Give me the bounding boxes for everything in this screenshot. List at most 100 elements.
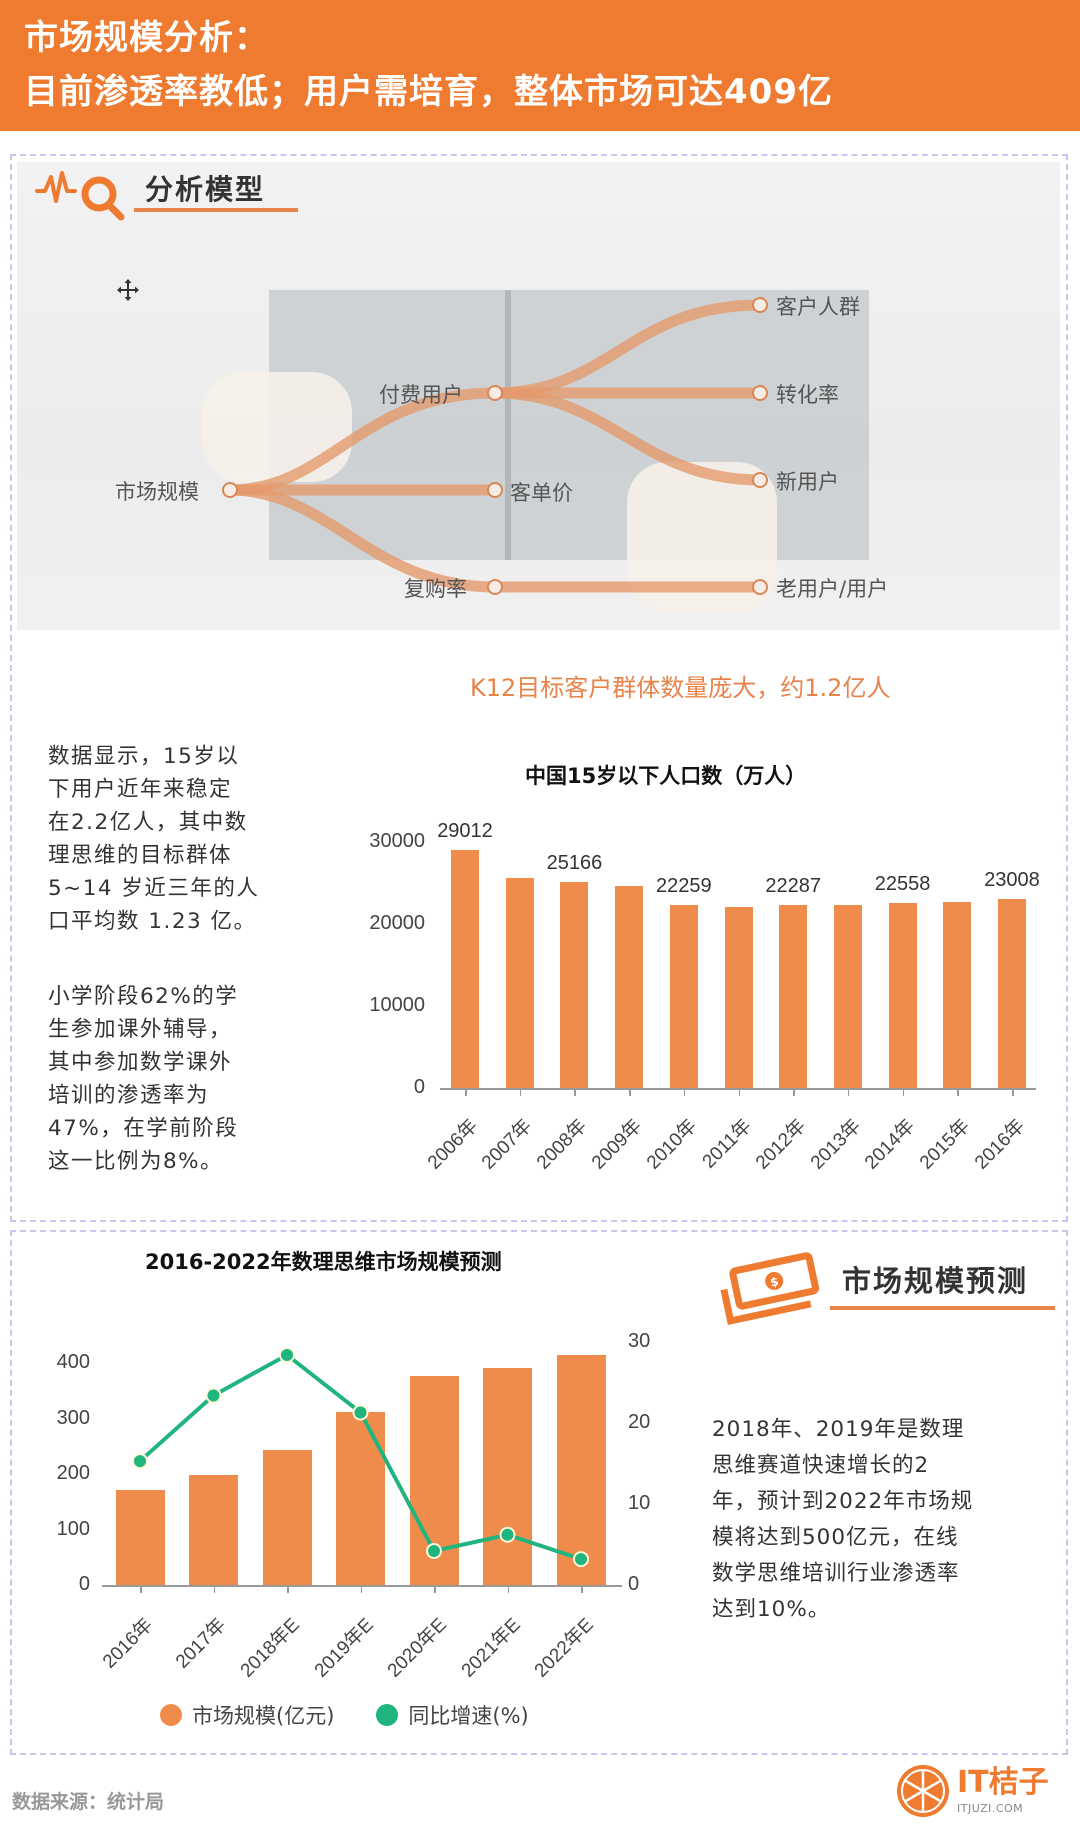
right-y-axis-tick-label: 10 — [628, 1492, 651, 1514]
right-y-axis-tick-label: 30 — [628, 1330, 651, 1352]
text-line: 年，预计到2022年市场规 — [712, 1489, 974, 1514]
left-y-axis-tick-label: 0 — [78, 1573, 90, 1595]
text-line: 口平均数 1.23 亿。 — [48, 909, 257, 934]
tutoring-paragraph: 小学阶段62%的学 生参加课外辅导， 其中参加数学课外 培训的渗透率为 47%，… — [48, 980, 238, 1178]
right-y-axis-tick-label: 0 — [628, 1573, 640, 1595]
y-axis-tick-label: 0 — [413, 1076, 425, 1098]
left-y-axis-tick-label: 300 — [56, 1406, 90, 1429]
x-axis-line — [102, 1585, 622, 1587]
orange-slice-icon — [897, 1765, 949, 1817]
page-header: 市场规模分析： 目前渗透率教低；用户需培育，整体市场可达409亿 — [0, 0, 1080, 131]
bar — [451, 850, 479, 1088]
node-repurchase-rate: 复购率 — [404, 577, 467, 601]
text-line: 达到10%。 — [712, 1597, 831, 1622]
bar — [483, 1367, 532, 1585]
x-tick — [957, 1088, 959, 1096]
money-bill-icon: $ — [720, 1252, 820, 1326]
data-label: 29012 — [437, 820, 493, 843]
text-line: 47%，在学前阶段 — [48, 1116, 239, 1141]
bar — [115, 1489, 165, 1585]
bar — [724, 906, 753, 1088]
x-tick — [507, 1585, 509, 1593]
left-y-axis-tick-label: 200 — [56, 1462, 90, 1484]
node-conversion-rate: 转化率 — [776, 383, 839, 407]
legend-label: 同比增速(%) — [408, 1704, 529, 1728]
x-tick — [360, 1585, 362, 1593]
text-line: 这一比例为8%。 — [48, 1149, 224, 1174]
text-line: 思维赛道快速增长的2 — [712, 1453, 930, 1478]
title-underline — [134, 208, 298, 212]
line-point-marker — [279, 1346, 295, 1363]
pulse-search-icon — [35, 171, 125, 221]
x-tick — [902, 1088, 905, 1096]
legend-orange-dot-icon — [160, 1704, 182, 1726]
data-label: 22558 — [874, 873, 931, 896]
logo-text: IT桔子 — [957, 1764, 1049, 1800]
x-tick — [581, 1585, 583, 1593]
bar — [262, 1449, 312, 1585]
population-paragraph: 数据显示，15岁以 下用户近年来稳定 在2.2亿人，其中数 理思维的目标群体 5… — [48, 740, 259, 938]
chart1-title: 中国15岁以下人口数（万人） — [525, 764, 807, 788]
bar — [833, 905, 862, 1088]
line-point-marker — [205, 1387, 222, 1404]
move-cursor-icon[interactable] — [116, 278, 140, 302]
node-paying-users: 付费用户 — [379, 383, 463, 407]
bar — [779, 905, 808, 1088]
legend-green-dot-icon — [376, 1704, 399, 1726]
forecast-title: 市场规模预测 — [842, 1264, 1029, 1298]
line-point-marker — [132, 1453, 148, 1470]
text-line: 其中参加数学课外 — [48, 1050, 233, 1075]
bar — [556, 1354, 606, 1585]
x-tick — [738, 1088, 740, 1096]
x-tick — [465, 1088, 467, 1096]
y-axis-tick-label: 10000 — [369, 994, 425, 1016]
analysis-section-border — [10, 154, 1068, 1222]
text-line: 数学思维培训行业渗透率 — [712, 1561, 960, 1586]
text-line: 小学阶段62%的学 — [48, 984, 239, 1009]
bar — [189, 1474, 238, 1585]
left-y-axis-tick-label: 400 — [56, 1351, 90, 1373]
bar — [560, 881, 589, 1088]
x-tick — [519, 1088, 522, 1096]
line-point-marker — [426, 1542, 442, 1559]
bar — [998, 899, 1026, 1088]
bar — [943, 901, 972, 1088]
node-market-size: 市场规模 — [115, 480, 199, 504]
line-point-marker — [352, 1404, 369, 1421]
text-line: 生参加课外辅导， — [48, 1017, 233, 1042]
bar — [669, 905, 698, 1088]
text-line: 理思维的目标群体 — [48, 843, 233, 868]
node-customer-base: 客户人群 — [776, 295, 860, 319]
data-label: 22287 — [765, 875, 821, 898]
bar — [505, 878, 534, 1088]
right-y-axis-tick-label: 20 — [628, 1411, 651, 1433]
text-line: 在2.2亿人，其中数 — [48, 810, 248, 835]
legend-item-growth-rate: 同比增速(%) — [376, 1700, 529, 1730]
book-spine — [505, 290, 511, 560]
data-label: 22259 — [655, 875, 712, 898]
page-title-line1: 市场规模分析： — [24, 18, 269, 58]
x-tick — [434, 1585, 436, 1593]
data-source: 数据来源：统计局 — [12, 1791, 165, 1813]
node-new-users: 新用户 — [776, 470, 839, 494]
x-axis-line — [440, 1088, 1036, 1090]
node-avg-order-value: 客单价 — [510, 481, 573, 505]
x-tick — [574, 1088, 576, 1096]
text-line: 培训的渗透率为 — [48, 1083, 210, 1108]
forecast-section-border — [10, 1230, 1068, 1755]
x-tick — [793, 1088, 795, 1096]
analysis-model-title: 分析模型 — [145, 173, 266, 206]
y-axis-tick-label: 20000 — [369, 912, 425, 934]
node-old-users: 老用户/用户 — [776, 577, 889, 601]
forecast-title-underline — [830, 1306, 1055, 1310]
itjuzi-logo[interactable]: IT桔子 ITJUZI.COM — [895, 1763, 1049, 1819]
bar — [615, 886, 644, 1088]
line-point-marker — [499, 1526, 516, 1543]
text-line: 2018年、2019年是数理 — [712, 1417, 965, 1442]
analysis-tree-diagram — [222, 297, 768, 595]
x-tick — [683, 1088, 686, 1096]
line-point-marker — [573, 1551, 589, 1568]
page-title-line2: 目前渗透率教低；用户需培育，整体市场可达409亿 — [24, 72, 833, 112]
left-y-axis-tick-label: 100 — [56, 1517, 90, 1540]
